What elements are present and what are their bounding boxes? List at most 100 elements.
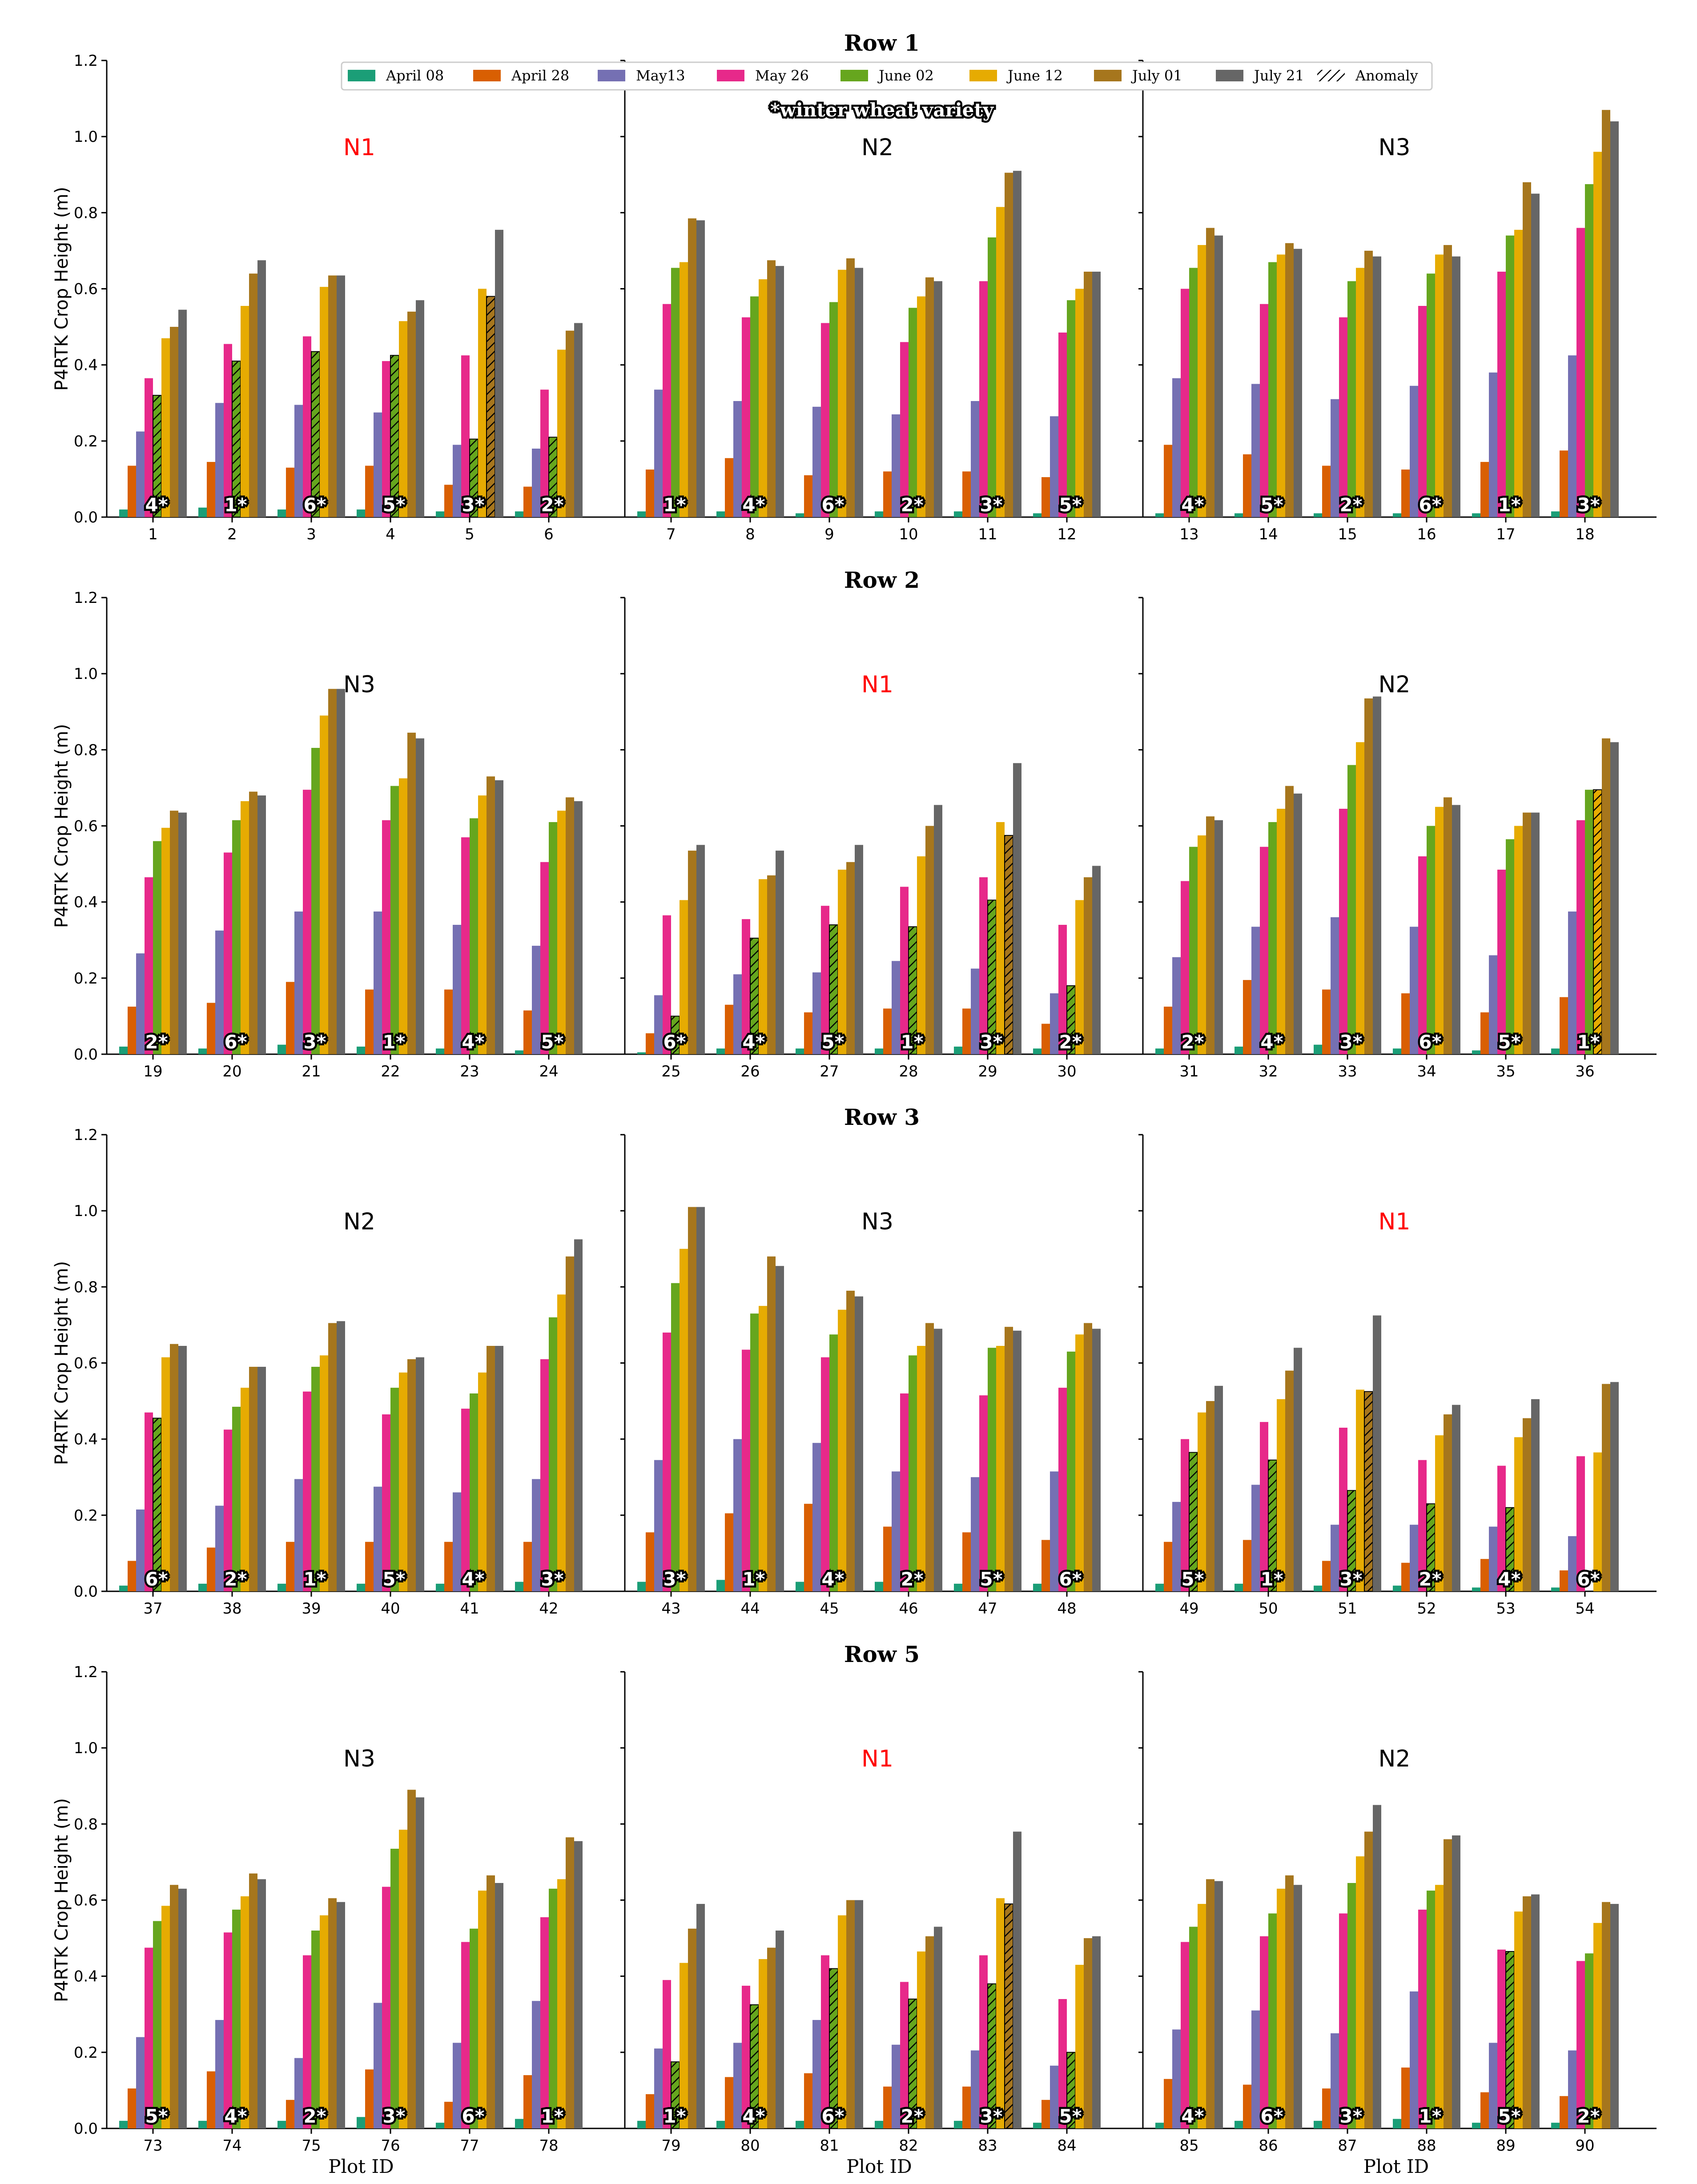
x-tick-label: 41 <box>460 1600 479 1618</box>
bar-plot-85-may13 <box>1172 2029 1181 2128</box>
bar-plot-43-june-02 <box>671 1283 680 1591</box>
bar-plot-34-may13 <box>1410 927 1418 1054</box>
bar-plot-19-may-26 <box>145 877 153 1054</box>
y-tick-label: 1.2 <box>74 1663 98 1681</box>
bar-plot-13-june-12 <box>1198 245 1206 517</box>
bar-plot-6-may13 <box>532 448 540 517</box>
bar-plot-45-april-08 <box>796 1582 804 1591</box>
bar-plot-24-april-08 <box>515 1050 523 1054</box>
bar-plot-76-july-21 <box>416 1797 424 2128</box>
bar-plot-6-july-21 <box>574 323 583 517</box>
bar-plot-30-april-28 <box>1042 1024 1050 1054</box>
legend-box <box>341 61 1433 91</box>
variety-label: 3* <box>303 1031 326 1053</box>
bar-plot-30-april-08 <box>1033 1048 1042 1054</box>
bar-plot-88-may-26 <box>1418 1909 1427 2128</box>
x-tick-label: 24 <box>539 1063 558 1080</box>
x-tick-label: 29 <box>978 1063 997 1080</box>
bar-plot-15-july-01 <box>1364 250 1373 517</box>
bar-plot-18-june-02 <box>1585 184 1593 517</box>
bar-plot-38-may-26 <box>224 1429 232 1591</box>
bar-plot-5-april-08 <box>436 511 444 517</box>
bar-plot-13-july-01 <box>1206 228 1214 517</box>
bar-plot-44-april-28 <box>725 1513 733 1591</box>
bar-plot-82-april-08 <box>875 2120 883 2128</box>
bar-plot-26-july-01 <box>767 875 776 1054</box>
bar-plot-14-april-08 <box>1235 513 1243 517</box>
bar-plot-50-may13 <box>1251 1485 1260 1591</box>
bar-plot-5-july-21 <box>495 229 503 517</box>
x-tick-label: 78 <box>539 2137 558 2155</box>
x-tick-label: 35 <box>1496 1063 1515 1080</box>
variety-label: 3* <box>980 2105 1002 2127</box>
bar-plot-25-may-26 <box>663 915 671 1054</box>
bar-plot-73-june-12 <box>161 1906 170 2128</box>
bar-plot-40-may-26 <box>382 1414 390 1591</box>
bar-plot-31-july-01 <box>1206 816 1214 1054</box>
variety-label: 2* <box>901 494 923 516</box>
variety-label: 2* <box>1577 2105 1600 2127</box>
bar-plot-14-july-21 <box>1294 249 1302 517</box>
panel-label: N3 <box>1379 134 1411 161</box>
bar-plot-27-july-01 <box>846 862 855 1054</box>
bar-plot-54-may13 <box>1568 1536 1576 1591</box>
bar-plot-75-june-12 <box>320 1915 328 2128</box>
bar-plot-46-may13 <box>892 1471 900 1591</box>
x-tick-label: 30 <box>1057 1063 1076 1080</box>
x-tick-label: 81 <box>820 2137 839 2155</box>
bar-plot-88-june-12 <box>1435 1885 1444 2128</box>
bar-plot-17-july-01 <box>1523 182 1531 517</box>
bar-plot-87-june-02 <box>1347 1883 1356 2128</box>
bar-plot-85-may-26 <box>1181 1942 1189 2128</box>
bar-plot-90-july-01 <box>1602 1902 1610 2128</box>
bar-plot-4-july-01 <box>407 311 416 517</box>
bar-plot-42-july-21 <box>574 1239 583 1591</box>
panel-label: N1 <box>861 1746 893 1772</box>
bar-plot-2-may-26 <box>224 344 232 517</box>
bar-plot-82-july-21 <box>934 1927 942 2128</box>
x-tick-label: 20 <box>222 1063 241 1080</box>
bar-plot-1-may-26 <box>145 378 153 517</box>
x-tick-label: 54 <box>1575 1600 1594 1618</box>
bar-plot-86-may13 <box>1251 2010 1260 2128</box>
bar-plot-10-july-01 <box>925 277 934 517</box>
bar-plot-31-may-26 <box>1181 881 1189 1054</box>
bar-plot-49-may-26 <box>1181 1439 1189 1591</box>
bar-plot-17-may13 <box>1489 372 1497 517</box>
bar-plot-27-july-21 <box>855 845 863 1054</box>
x-tick-label: 27 <box>820 1063 839 1080</box>
bar-plot-34-july-01 <box>1444 797 1452 1054</box>
bar-plot-5-june-12 <box>478 289 487 517</box>
bar-plot-3-june-12 <box>320 287 328 517</box>
bar-plot-78-july-21 <box>574 1841 583 2128</box>
y-tick-label: 1.0 <box>74 665 98 683</box>
bar-plot-48-july-01 <box>1084 1323 1092 1591</box>
bar-plot-13-april-28 <box>1164 445 1172 517</box>
bar-plot-9-april-08 <box>796 513 804 517</box>
panel-N2: N2 31 2* 32 4* 33 3* 34 6* 35 5* 36 1* <box>1138 597 1657 1080</box>
bar-plot-86-april-28 <box>1243 2084 1251 2128</box>
bar-plot-40-april-28 <box>365 1542 374 1591</box>
bar-plot-1-july-21 <box>178 309 187 517</box>
bar-plot-86-may-26 <box>1260 1936 1268 2128</box>
bar-plot-40-june-02 <box>390 1388 399 1591</box>
bar-plot-25-july-21 <box>696 845 705 1054</box>
bar-plot-90-july-21 <box>1610 1904 1619 2128</box>
bar-plot-38-july-01 <box>249 1367 257 1591</box>
bar-plot-36-june-02 <box>1585 790 1593 1054</box>
bar-plot-76-may13 <box>374 2003 382 2128</box>
bar-plot-44-april-08 <box>716 1580 725 1591</box>
x-tick-label: 22 <box>381 1063 400 1080</box>
variety-label: 2* <box>224 1568 247 1590</box>
variety-label: 4* <box>821 1568 844 1590</box>
bar-plot-12-july-21 <box>1092 271 1101 517</box>
bar-plot-42-may-26 <box>540 1359 549 1591</box>
bar-plot-83-may-26 <box>979 1955 988 2128</box>
x-tick-label: 48 <box>1057 1600 1076 1618</box>
bar-plot-19-june-12 <box>161 827 170 1054</box>
bar-plot-20-may-26 <box>224 852 232 1054</box>
bar-plot-32-july-01 <box>1285 786 1294 1054</box>
bar-plot-49-july-01 <box>1206 1401 1214 1591</box>
anomaly-hatch <box>311 351 320 518</box>
bar-plot-44-june-12 <box>759 1306 767 1591</box>
